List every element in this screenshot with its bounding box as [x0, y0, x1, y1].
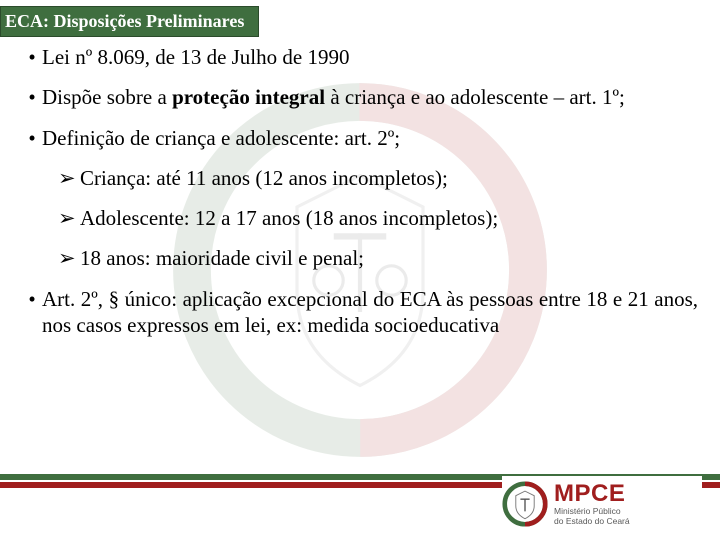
- arrow-icon: ➢: [58, 205, 80, 231]
- bullet-item: • Lei nº 8.069, de 13 de Julho de 1990: [22, 44, 698, 70]
- slide-title: ECA: Disposições Preliminares: [5, 11, 244, 31]
- arrow-icon: ➢: [58, 245, 80, 271]
- bullet-text: Lei nº 8.069, de 13 de Julho de 1990: [42, 44, 698, 70]
- bullet-mark: •: [22, 44, 42, 70]
- bullet-item: • Definição de criança e adolescente: ar…: [22, 125, 698, 151]
- sub-bullet-text: Adolescente: 12 a 17 anos (18 anos incom…: [80, 205, 498, 231]
- slide-title-bar: ECA: Disposições Preliminares: [0, 6, 259, 37]
- bullet-item: • Dispõe sobre a proteção integral à cri…: [22, 84, 698, 110]
- logo-text-block: MPCE Ministério Público do Estado do Cea…: [554, 482, 630, 527]
- bullet-text: Dispõe sobre a proteção integral à crian…: [42, 84, 698, 110]
- logo-main-text: MPCE: [554, 482, 630, 506]
- sub-bullet-text: Criança: até 11 anos (12 anos incompleto…: [80, 165, 448, 191]
- bullet-item: • Art. 2º, § único: aplicação excepciona…: [22, 286, 698, 339]
- slide-body: • Lei nº 8.069, de 13 de Julho de 1990 •…: [22, 44, 698, 352]
- bullet-text: Definição de criança e adolescente: art.…: [42, 125, 698, 151]
- footer-logo: MPCE Ministério Público do Estado do Cea…: [502, 476, 702, 532]
- sub-bullet-item: ➢ 18 anos: maioridade civil e penal;: [58, 245, 698, 271]
- bullet-text: Art. 2º, § único: aplicação excepcional …: [42, 286, 698, 339]
- shield-icon: [502, 480, 548, 528]
- arrow-icon: ➢: [58, 165, 80, 191]
- sub-bullet-text: 18 anos: maioridade civil e penal;: [80, 245, 364, 271]
- bullet-mark: •: [22, 286, 42, 339]
- logo-sub-line1: Ministério Público: [554, 507, 630, 516]
- sub-bullet-item: ➢ Criança: até 11 anos (12 anos incomple…: [58, 165, 698, 191]
- bullet-mark: •: [22, 125, 42, 151]
- logo-sub-line2: do Estado do Ceará: [554, 517, 630, 526]
- bullet-mark: •: [22, 84, 42, 110]
- sub-bullet-item: ➢ Adolescente: 12 a 17 anos (18 anos inc…: [58, 205, 698, 231]
